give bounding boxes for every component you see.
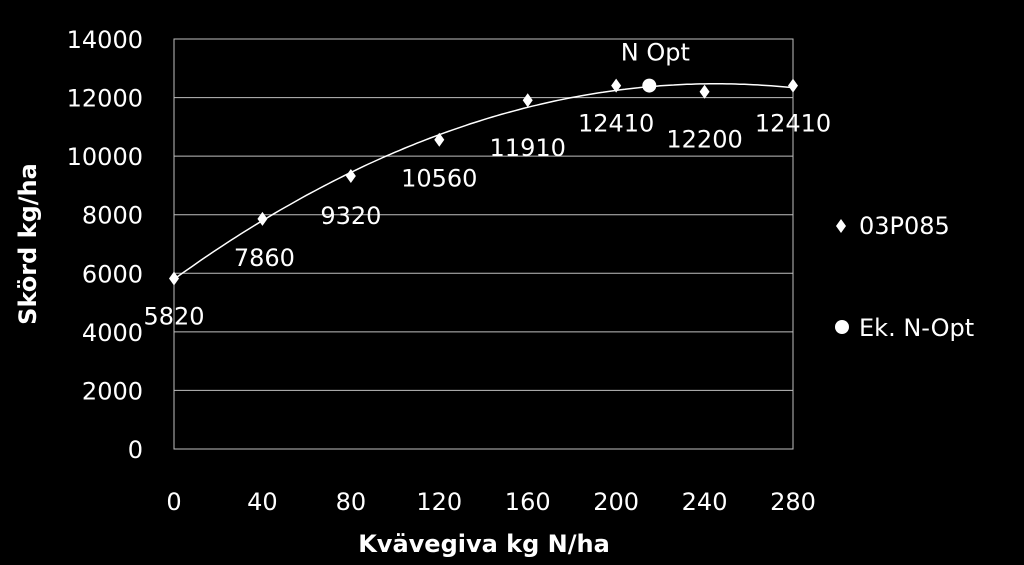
x-tick-label-3: 120 xyxy=(416,488,462,516)
y-tick-label-1: 2000 xyxy=(82,377,143,405)
x-tick-label-2: 80 xyxy=(336,488,367,516)
y-tick-label-7: 14000 xyxy=(67,26,143,54)
data-point-03p085-2 xyxy=(345,169,356,184)
x-tick-labels: 0 40 80 120 160 200 240 280 xyxy=(166,488,816,516)
data-label-03p085-6: 12200 xyxy=(666,126,742,154)
x-tick-label-7: 280 xyxy=(770,488,816,516)
y-tick-label-2: 4000 xyxy=(82,319,143,347)
x-tick-label-0: 0 xyxy=(166,488,181,516)
legend-label-ek-n-opt: Ek. N-Opt xyxy=(859,314,974,342)
x-axis-title: Kvävegiva kg N/ha xyxy=(358,530,610,558)
plot-area xyxy=(173,38,794,450)
y-tick-labels: 0 2000 4000 6000 8000 10000 12000 14000 xyxy=(67,26,143,464)
data-point-03p085-4 xyxy=(522,93,533,108)
data-point-03p085-3 xyxy=(434,132,445,147)
data-point-03p085-1 xyxy=(257,211,268,226)
data-labels: 5820 7860 9320 10560 11910 12410 12200 12410 N O… xyxy=(143,39,831,331)
data-point-03p085-0 xyxy=(169,271,179,286)
legend: 03P085 Ek. N-Opt xyxy=(835,212,974,342)
data-label-03p085-5: 12410 xyxy=(578,110,654,138)
legend-diamond-marker xyxy=(836,219,846,233)
data-label-03p085-1: 7860 xyxy=(234,244,295,272)
x-tick-label-6: 240 xyxy=(682,488,728,516)
data-label-03p085-3: 10560 xyxy=(401,165,477,193)
y-tick-label-5: 10000 xyxy=(67,143,143,171)
data-label-03p085-7: 12410 xyxy=(755,110,831,138)
data-point-03p085-7 xyxy=(788,78,798,93)
data-point-03p085-5 xyxy=(611,78,622,93)
data-points xyxy=(169,78,798,286)
data-point-03p085-6 xyxy=(699,84,710,99)
x-tick-label-1: 40 xyxy=(247,488,278,516)
data-label-03p085-4: 11910 xyxy=(490,134,566,162)
grid-lines xyxy=(174,38,793,391)
trendline-group xyxy=(173,83,794,280)
y-tick-label-3: 6000 xyxy=(82,260,143,288)
data-label-03p085-0: 5820 xyxy=(143,303,204,331)
y-tick-label-0: 0 xyxy=(128,436,143,464)
data-label-03p085-2: 9320 xyxy=(320,202,381,230)
legend-label-03p085: 03P085 xyxy=(859,212,950,240)
data-label-ek-n-opt-0: N Opt xyxy=(621,39,690,67)
trendline xyxy=(173,83,794,280)
legend-circle-marker xyxy=(835,320,849,334)
y-tick-label-4: 8000 xyxy=(82,202,143,230)
x-tick-label-5: 200 xyxy=(593,488,639,516)
y-axis-title: Skörd kg/ha xyxy=(14,163,42,325)
y-tick-label-6: 12000 xyxy=(67,85,143,113)
x-tick-label-4: 160 xyxy=(505,488,551,516)
data-point-ek-n-opt-0 xyxy=(642,78,657,93)
